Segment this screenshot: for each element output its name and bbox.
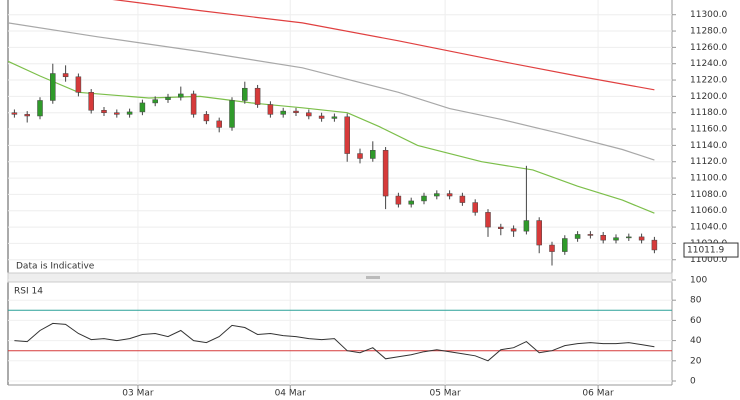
rsi-title: RSI 14 — [14, 287, 43, 297]
candle-body — [216, 120, 222, 128]
candle-body — [613, 237, 619, 241]
candle-body — [62, 73, 69, 78]
candle-body — [24, 114, 30, 117]
y-tick-label: 80 — [690, 296, 702, 306]
candle-body — [293, 110, 299, 113]
x-tick-label: 03 Mar — [122, 389, 154, 399]
candle-body — [242, 87, 248, 101]
candle-body — [88, 92, 94, 111]
candle-body — [587, 234, 594, 236]
candle-body — [446, 193, 453, 197]
y-tick-label: 11100.0 — [690, 174, 727, 184]
candle-body — [280, 110, 286, 115]
candle-body — [357, 153, 363, 159]
candle-body — [472, 202, 478, 213]
candle-body — [203, 114, 210, 122]
x-tick-label: 04 Mar — [275, 389, 307, 399]
candle-body — [50, 73, 56, 101]
candle-body — [510, 228, 517, 232]
candle-body — [331, 116, 338, 119]
last-price-label: 11011.9 — [687, 246, 724, 256]
y-tick-label: 11300.0 — [690, 10, 727, 20]
last-price-box — [683, 242, 739, 258]
candle-body — [600, 234, 606, 241]
y-tick-label: 11080.0 — [690, 190, 727, 200]
y-tick-label: 0 — [690, 377, 696, 387]
y-tick-label: 11280.0 — [690, 27, 727, 37]
candle-body — [562, 238, 568, 252]
y-tick-label: 11120.0 — [690, 157, 727, 167]
candle-body — [114, 112, 120, 115]
candle-body — [651, 239, 658, 251]
candle-body — [267, 104, 274, 115]
candle-body — [498, 226, 504, 229]
candle-body — [126, 111, 133, 115]
candle-body — [536, 220, 542, 246]
candle-body — [370, 150, 376, 159]
candle-body — [549, 244, 555, 252]
x-tick-label: 06 Mar — [582, 389, 614, 399]
annotation: Data is Indicative — [16, 262, 95, 272]
x-tick-label: 05 Mar — [429, 389, 461, 399]
candle-body — [459, 195, 466, 203]
price-panel — [8, 0, 672, 272]
candle-body — [75, 76, 82, 93]
y-tick-label: 60 — [690, 316, 702, 326]
moving-average — [8, 22, 655, 161]
y-tick-label: 100 — [690, 276, 707, 286]
candle-body — [229, 100, 235, 128]
candle-body — [254, 87, 261, 105]
y-tick-label: 11160.0 — [690, 125, 727, 135]
candle-body — [11, 112, 18, 115]
panel-divider[interactable] — [7, 272, 673, 283]
moving-average — [112, 0, 655, 91]
candle-body — [101, 110, 107, 113]
candle-body — [638, 236, 645, 241]
candle-body — [165, 96, 171, 100]
candle-body — [626, 236, 632, 239]
y-tick-label: 11220.0 — [690, 76, 727, 86]
candle-body — [523, 220, 530, 232]
candle-body — [574, 234, 581, 239]
candle-body — [178, 93, 184, 98]
y-tick-label: 40 — [690, 336, 702, 346]
candle-body — [318, 115, 325, 119]
y-tick-label: 11000.0 — [690, 255, 727, 265]
y-tick-label: 11040.0 — [690, 223, 727, 233]
y-tick-label: 11240.0 — [690, 59, 727, 69]
moving-average — [8, 60, 655, 214]
candle-body — [190, 93, 197, 115]
y-tick-label: 11260.0 — [690, 43, 727, 53]
y-tick-label: 11200.0 — [690, 92, 727, 102]
candle-body — [382, 150, 389, 197]
candle-body — [408, 200, 414, 205]
candle-body — [37, 100, 43, 117]
rsi-line — [14, 322, 655, 362]
y-tick-label: 11140.0 — [690, 141, 727, 151]
candle-body — [152, 99, 158, 104]
y-tick-label: 20 — [690, 356, 702, 366]
candle-body — [344, 116, 350, 154]
candle-body — [485, 212, 491, 228]
candle-body — [139, 102, 146, 113]
candle-body — [421, 195, 427, 202]
y-tick-label: 11180.0 — [690, 108, 727, 118]
candle-body — [395, 195, 402, 205]
candle-body — [306, 112, 312, 117]
candle-body — [434, 193, 440, 197]
divider-handle[interactable] — [366, 276, 380, 279]
y-tick-label: 11060.0 — [690, 206, 727, 216]
